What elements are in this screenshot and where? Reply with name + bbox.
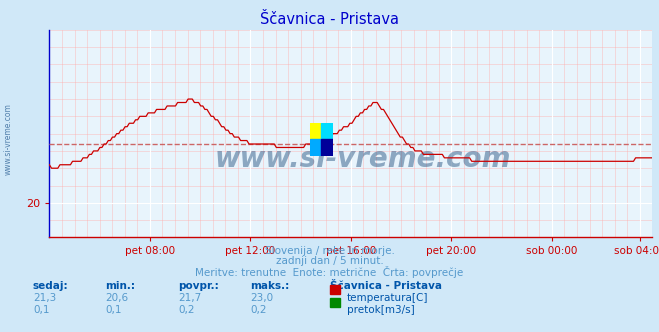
Bar — [310, 139, 322, 156]
Text: 20,6: 20,6 — [105, 293, 129, 303]
Text: pretok[m3/s]: pretok[m3/s] — [347, 305, 415, 315]
Text: www.si-vreme.com: www.si-vreme.com — [3, 104, 13, 175]
Text: 0,2: 0,2 — [178, 305, 194, 315]
Text: 0,1: 0,1 — [33, 305, 49, 315]
Bar — [322, 139, 333, 156]
Text: 0,1: 0,1 — [105, 305, 122, 315]
Text: 0,2: 0,2 — [250, 305, 267, 315]
Text: Slovenija / reke in morje.: Slovenija / reke in morje. — [264, 246, 395, 256]
Text: 23,0: 23,0 — [250, 293, 273, 303]
Text: Meritve: trenutne  Enote: metrične  Črta: povprečje: Meritve: trenutne Enote: metrične Črta: … — [195, 266, 464, 278]
Text: min.:: min.: — [105, 281, 136, 290]
Text: zadnji dan / 5 minut.: zadnji dan / 5 minut. — [275, 256, 384, 266]
Text: 21,3: 21,3 — [33, 293, 56, 303]
Text: sedaj:: sedaj: — [33, 281, 69, 290]
Text: maks.:: maks.: — [250, 281, 290, 290]
Bar — [310, 123, 322, 139]
Text: povpr.:: povpr.: — [178, 281, 219, 290]
Text: 21,7: 21,7 — [178, 293, 201, 303]
Text: Ščavnica - Pristava: Ščavnica - Pristava — [330, 281, 442, 290]
Bar — [322, 123, 333, 139]
Text: www.si-vreme.com: www.si-vreme.com — [215, 144, 511, 173]
Text: temperatura[C]: temperatura[C] — [347, 293, 428, 303]
Text: Ščavnica - Pristava: Ščavnica - Pristava — [260, 12, 399, 27]
